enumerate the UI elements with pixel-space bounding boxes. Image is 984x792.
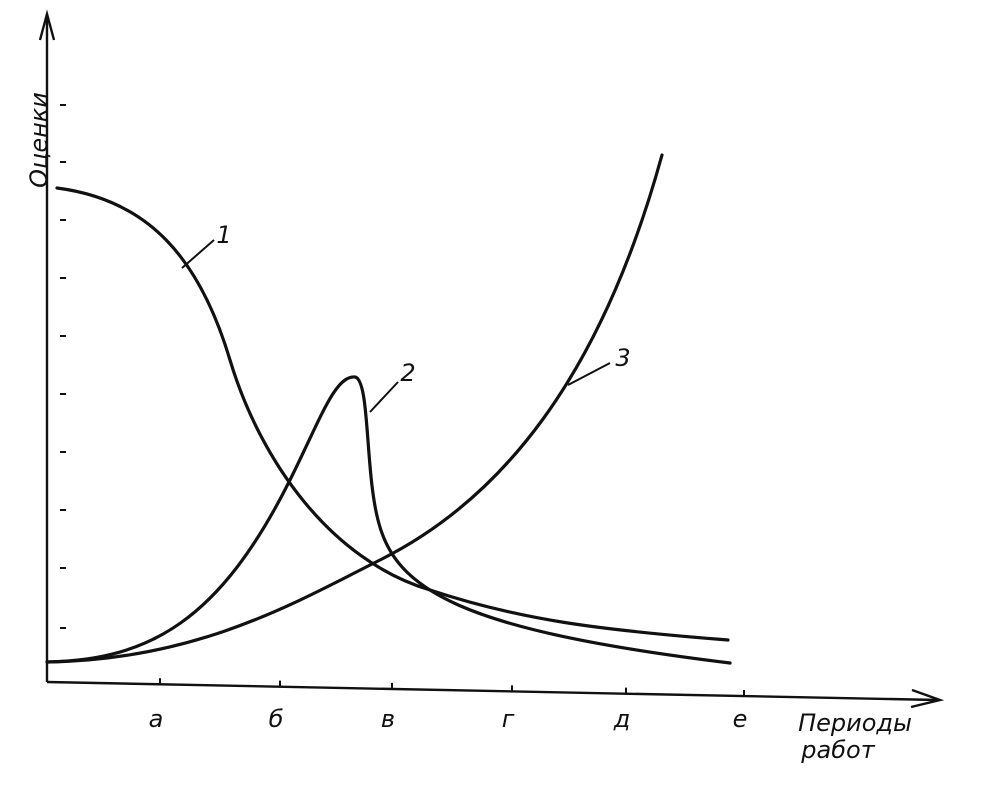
x-axis-label: Периоды xyxy=(798,709,912,737)
curve-1 xyxy=(55,186,730,642)
y-ticks xyxy=(60,104,66,629)
axes xyxy=(38,9,945,709)
leader-line xyxy=(567,362,611,386)
x-ticks: а б в г д е xyxy=(149,678,748,733)
x-tick-label: а xyxy=(149,705,164,733)
x-axis xyxy=(46,680,939,702)
curve-2 xyxy=(45,375,732,665)
leader-line xyxy=(181,239,215,269)
x-axis-label: работ xyxy=(800,736,875,764)
curve-label: 2 xyxy=(400,359,415,387)
x-tick-label: г xyxy=(502,705,515,733)
x-tick-label: в xyxy=(381,705,395,733)
x-arrow xyxy=(910,688,945,709)
y-axis-label: Оценки xyxy=(25,92,53,188)
curve-label: 3 xyxy=(615,344,630,372)
curve-3 xyxy=(45,153,664,664)
y-arrow xyxy=(38,9,56,41)
curve-label: 1 xyxy=(216,221,231,249)
x-tick-label: е xyxy=(733,705,748,733)
x-tick-label: д xyxy=(613,705,631,733)
x-tick-label: б xyxy=(269,705,284,733)
leader-line xyxy=(369,381,399,413)
